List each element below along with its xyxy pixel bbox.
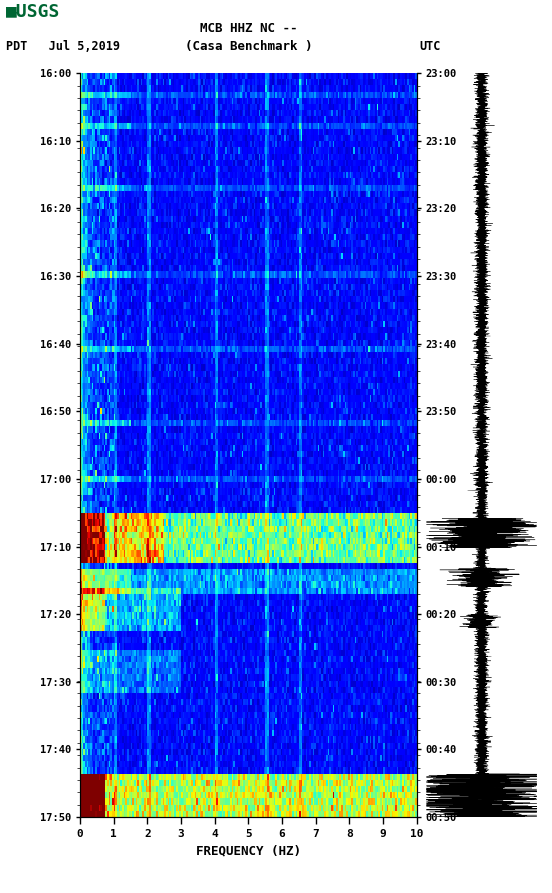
Text: ■USGS: ■USGS	[6, 2, 60, 20]
X-axis label: FREQUENCY (HZ): FREQUENCY (HZ)	[196, 845, 301, 857]
Text: UTC: UTC	[420, 40, 441, 54]
Text: MCB HHZ NC --: MCB HHZ NC --	[200, 22, 297, 36]
Text: (Casa Benchmark ): (Casa Benchmark )	[185, 40, 312, 54]
Text: PDT   Jul 5,2019: PDT Jul 5,2019	[6, 40, 120, 54]
